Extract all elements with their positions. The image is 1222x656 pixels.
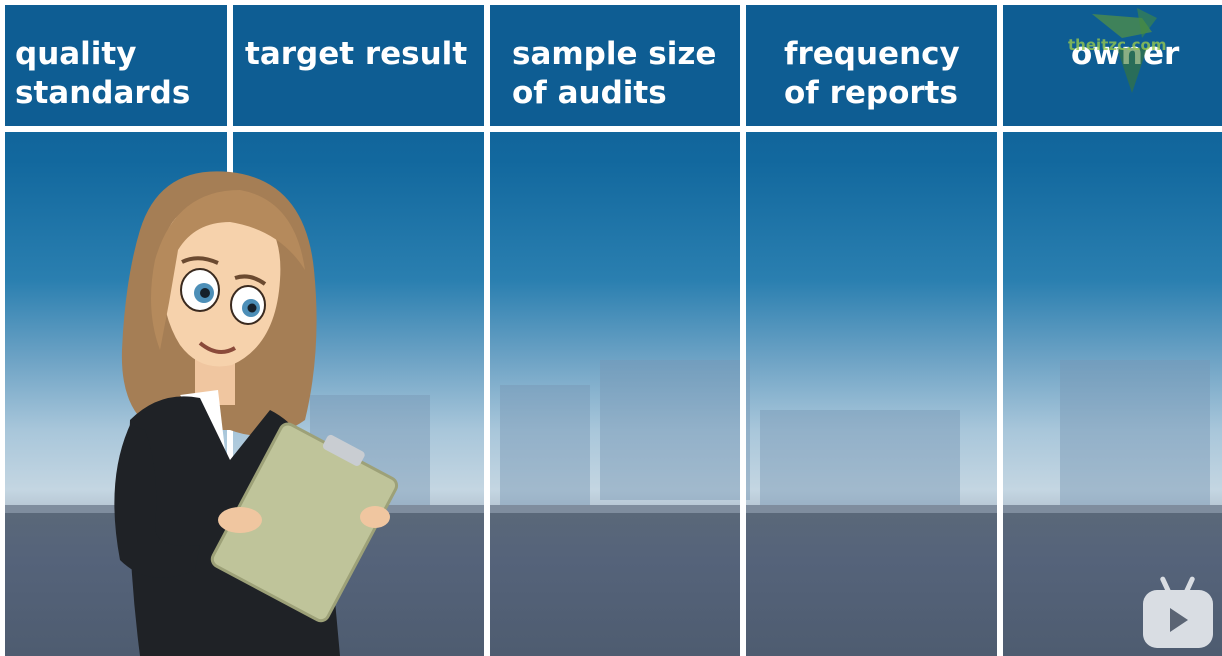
- header-line: quality: [15, 36, 137, 72]
- header-line: of audits: [512, 75, 667, 111]
- header-line: sample size: [512, 36, 717, 72]
- building-shape: [600, 360, 750, 500]
- header-line: target result: [245, 36, 468, 72]
- watermark-text: theitzc.com: [1068, 36, 1167, 54]
- column-header-target-result: target result: [233, 5, 484, 127]
- header-line: standards: [15, 75, 191, 111]
- column-divider: [740, 0, 746, 656]
- building-shape: [1060, 360, 1210, 505]
- column-header-quality-standards: quality standards: [5, 5, 227, 127]
- window-sill: [5, 505, 1222, 513]
- building-shape: [500, 385, 590, 505]
- header-line: frequency: [784, 36, 960, 72]
- column-header-frequency: frequency of reports: [746, 5, 997, 127]
- column-divider: [997, 0, 1003, 656]
- header-divider: [5, 126, 1222, 132]
- presenter-character: [114, 171, 399, 656]
- column-divider: [0, 0, 5, 656]
- top-strip: [0, 0, 1222, 5]
- play-icon[interactable]: [1143, 575, 1213, 648]
- building-shape: [760, 410, 960, 505]
- logo-icon: [1092, 8, 1157, 93]
- column-header-sample-size: sample size of audits: [490, 5, 740, 127]
- header-line: of reports: [784, 75, 958, 111]
- column-divider: [484, 0, 490, 656]
